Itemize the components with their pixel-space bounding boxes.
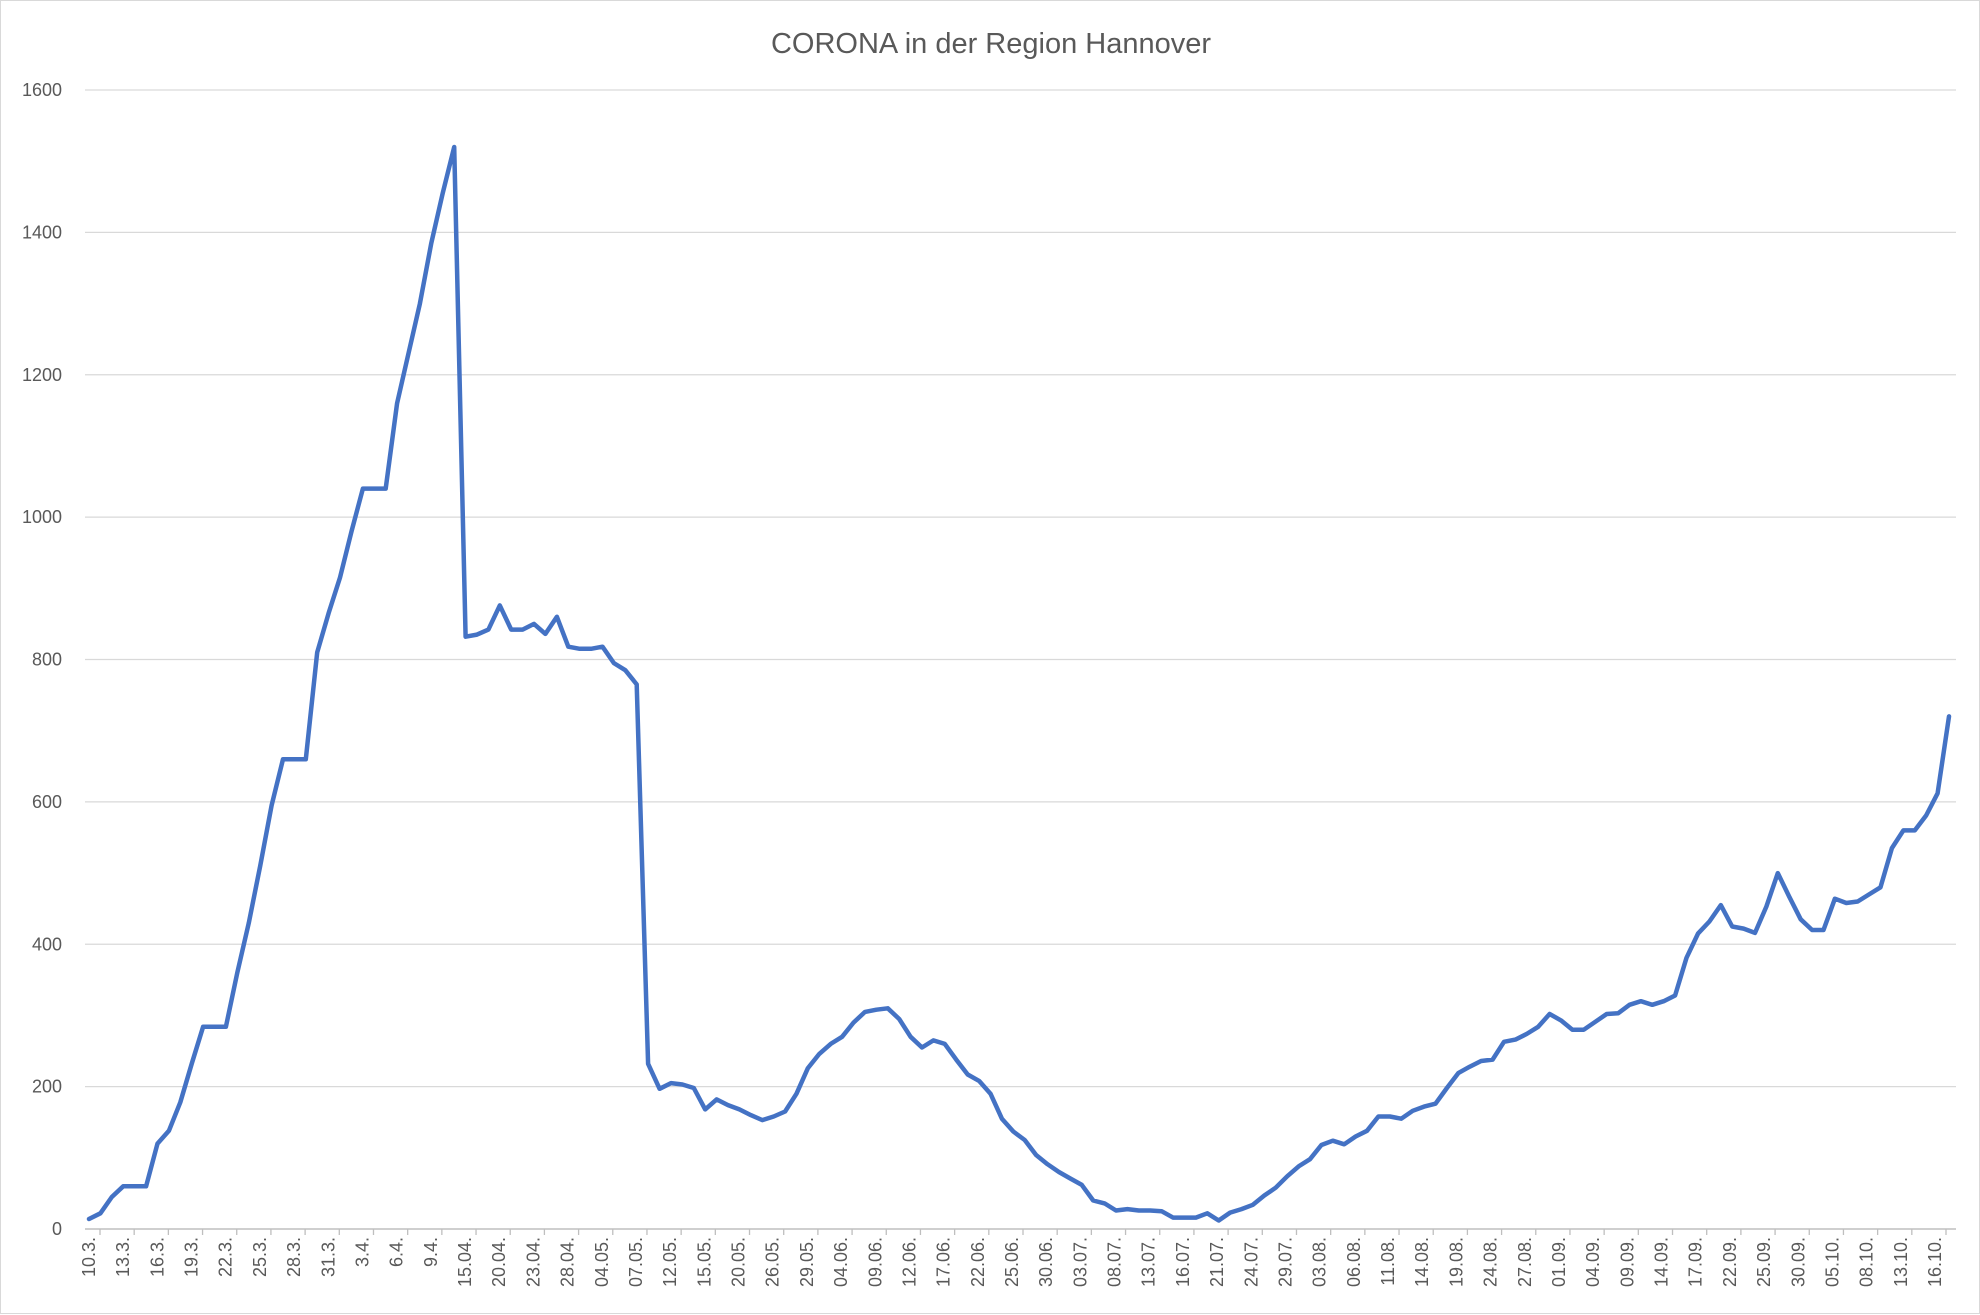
x-tick-label: 13.3. <box>113 1237 133 1277</box>
x-tick-label: 22.06. <box>968 1237 988 1287</box>
x-tick-label: 13.07. <box>1139 1237 1159 1287</box>
x-tick-label: 19.08. <box>1446 1237 1466 1287</box>
x-tick-label: 29.05. <box>797 1237 817 1287</box>
x-tick-label: 04.06. <box>831 1237 851 1287</box>
x-tick-label: 22.09. <box>1720 1237 1740 1287</box>
x-tick-label: 10.3. <box>79 1237 99 1277</box>
x-tick-label: 28.04. <box>558 1237 578 1287</box>
x-tick-label: 15.04. <box>455 1237 475 1287</box>
x-tick-label: 24.08. <box>1481 1237 1501 1287</box>
x-tick-label: 25.3. <box>250 1237 270 1277</box>
x-tick-label: 31.3. <box>318 1237 338 1277</box>
x-tick-label: 04.05. <box>592 1237 612 1287</box>
x-tick-label: 03.08. <box>1310 1237 1330 1287</box>
x-tick-label: 25.09. <box>1754 1237 1774 1287</box>
x-tick-label: 07.05. <box>626 1237 646 1287</box>
x-tick-label: 19.3. <box>182 1237 202 1277</box>
x-tick-label: 17.06. <box>934 1237 954 1287</box>
y-axis-tick-labels: 0 200 400 600 800 1000 1200 1400 1600 <box>22 80 62 1239</box>
y-tick-label: 1400 <box>22 222 62 242</box>
x-tick-label: 6.4. <box>387 1237 407 1267</box>
x-tick-label: 9.4. <box>421 1237 441 1267</box>
x-tick-label: 26.05. <box>763 1237 783 1287</box>
y-tick-label: 1000 <box>22 507 62 527</box>
gridlines <box>85 89 1956 1088</box>
x-tick-label: 20.05. <box>729 1237 749 1287</box>
x-tick-label: 30.09. <box>1788 1237 1808 1287</box>
x-tick-label: 28.3. <box>284 1237 304 1277</box>
y-tick-label: 200 <box>32 1077 62 1097</box>
x-tick-label: 14.09. <box>1652 1237 1672 1287</box>
x-tick-label: 29.07. <box>1275 1237 1295 1287</box>
x-tick-label: 21.07. <box>1207 1237 1227 1287</box>
x-tick-label: 11.08. <box>1378 1237 1398 1286</box>
y-tick-label: 1600 <box>22 80 62 100</box>
x-tick-label: 22.3. <box>216 1237 236 1277</box>
x-tick-label: 15.05. <box>694 1237 714 1287</box>
y-tick-label: 600 <box>32 792 62 812</box>
x-tick-label: 12.06. <box>899 1237 919 1287</box>
y-tick-label: 400 <box>32 934 62 954</box>
x-tick-label: 09.09. <box>1617 1237 1637 1287</box>
x-axis-tick-labels: 10.3. 13.3. 16.3. 19.3. 22.3. 25.3. 28.3. 31.3.… <box>79 1237 1945 1287</box>
x-tick-label: 30.06. <box>1036 1237 1056 1287</box>
x-tick-label: 04.09. <box>1583 1237 1603 1287</box>
x-tick-label: 13.10. <box>1891 1237 1911 1287</box>
series-layer <box>86 144 1952 1223</box>
x-tick-label: 14.08. <box>1412 1237 1432 1287</box>
x-tick-label: 17.09. <box>1686 1237 1706 1287</box>
x-tick-label: 20.04. <box>489 1237 509 1287</box>
x-tick-label: 09.06. <box>865 1237 885 1287</box>
x-tick-label: 16.10. <box>1925 1237 1945 1287</box>
x-axis-tick-marks <box>99 1229 1947 1235</box>
x-tick-label: 05.10. <box>1822 1237 1842 1287</box>
y-tick-label: 1200 <box>22 365 62 385</box>
y-tick-label: 800 <box>32 650 62 670</box>
series-line <box>86 144 1952 1223</box>
x-tick-label: 27.08. <box>1515 1237 1535 1287</box>
x-tick-label: 01.09. <box>1549 1237 1569 1287</box>
x-tick-label: 16.07. <box>1173 1237 1193 1287</box>
x-tick-label: 23.04. <box>523 1237 543 1287</box>
x-tick-label: 25.06. <box>1002 1237 1022 1287</box>
chart-title: CORONA in der Region Hannover <box>771 28 1211 60</box>
x-tick-label: 06.08. <box>1344 1237 1364 1287</box>
x-tick-label: 08.10. <box>1857 1237 1877 1287</box>
x-tick-label: 03.07. <box>1070 1237 1090 1287</box>
x-tick-label: 08.07. <box>1105 1237 1125 1287</box>
x-tick-label: 12.05. <box>660 1237 680 1287</box>
y-tick-label: 0 <box>52 1219 62 1239</box>
x-tick-label: 24.07. <box>1241 1237 1261 1287</box>
x-tick-label: 3.4. <box>352 1237 372 1267</box>
x-tick-label: 16.3. <box>147 1237 167 1277</box>
